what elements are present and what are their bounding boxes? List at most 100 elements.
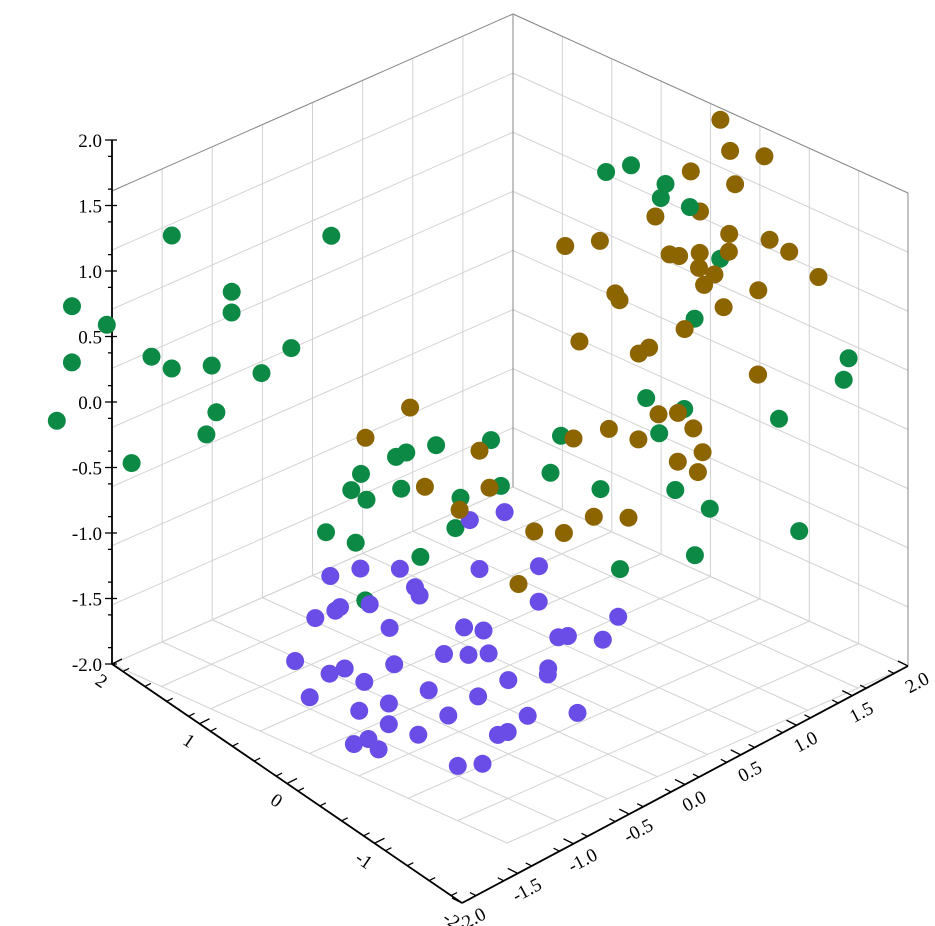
depth-minor-tick — [297, 787, 305, 792]
grid-line-right-wall — [512, 250, 909, 430]
data-point-purple — [331, 598, 349, 617]
z-tick-label: -1.5 — [72, 590, 102, 611]
data-point-green — [97, 315, 116, 334]
grid-line-left-wall — [111, 190, 514, 369]
width-tick — [451, 897, 463, 904]
data-point-purple — [359, 730, 378, 748]
data-point-purple — [360, 595, 379, 614]
data-point-purple — [495, 503, 514, 522]
data-point-green — [142, 347, 161, 366]
grid-layer — [111, 13, 909, 844]
data-point-green — [346, 533, 365, 552]
data-point-green — [317, 523, 335, 542]
width-minor-tick — [804, 714, 811, 719]
data-point-green — [446, 519, 465, 538]
data-point-purple — [409, 725, 428, 744]
data-point-gold — [649, 405, 668, 424]
width-minor-tick — [692, 773, 700, 778]
axis-layer — [105, 139, 909, 904]
depth-tick-label: -1 — [351, 848, 376, 874]
data-point-purple — [455, 618, 474, 637]
data-point-green — [342, 481, 361, 500]
data-point-purple — [419, 681, 438, 700]
data-point-purple — [498, 723, 517, 741]
data-point-purple — [558, 627, 577, 645]
data-point-green — [197, 425, 216, 444]
width-tick-label: -1.0 — [565, 845, 601, 878]
width-tick-label: -0.5 — [620, 815, 656, 848]
data-point-green — [62, 353, 81, 372]
data-point-purple — [469, 687, 488, 706]
width-tick — [618, 808, 630, 815]
depth-tick — [374, 837, 385, 844]
depth-minor-tick — [188, 712, 195, 717]
data-point-green — [322, 226, 341, 245]
data-point-purple — [385, 655, 404, 674]
data-point-green — [685, 546, 704, 565]
data-point-purple — [568, 703, 587, 722]
data-point-purple — [473, 754, 492, 773]
data-point-gold — [356, 428, 375, 447]
data-point-gold — [714, 298, 733, 317]
data-point-green — [252, 364, 271, 383]
grid-line-floor — [358, 598, 761, 777]
width-tick — [563, 838, 574, 845]
grid-line-floor — [309, 576, 711, 754]
width-minor-tick — [859, 684, 867, 689]
data-point-purple — [351, 559, 370, 578]
depth-minor-tick — [407, 862, 414, 867]
depth-tick-label: 1 — [179, 730, 199, 753]
data-point-purple — [335, 659, 354, 678]
data-point-green — [637, 389, 656, 408]
width-tick — [730, 749, 742, 756]
grid-line-right-wall — [512, 72, 909, 253]
data-point-gold — [668, 452, 687, 471]
data-point-purple — [379, 715, 398, 734]
frame-edge-top-right — [512, 13, 909, 194]
grid-line-floor — [161, 641, 558, 822]
data-point-green — [222, 282, 241, 301]
data-point-gold — [726, 175, 745, 194]
data-point-gold — [760, 230, 779, 249]
data-point-green — [656, 175, 675, 193]
width-tick — [841, 690, 853, 697]
data-point-gold — [570, 332, 589, 351]
depth-tick — [111, 658, 123, 665]
data-point-green — [282, 339, 301, 358]
grid-line-left-wall — [111, 72, 514, 251]
data-point-green — [387, 447, 405, 466]
grid-line-floor — [506, 665, 909, 844]
data-point-green — [162, 226, 181, 245]
data-point-green — [839, 349, 858, 368]
depth-minor-tick — [450, 891, 458, 897]
data-point-gold — [415, 477, 434, 496]
data-point-green — [666, 481, 685, 499]
data-point-green — [770, 409, 788, 428]
width-tick — [786, 719, 797, 726]
depth-minor-tick — [210, 727, 217, 732]
width-tick — [674, 778, 686, 786]
data-point-gold — [684, 419, 703, 438]
data-point-gold — [509, 575, 528, 593]
data-point-green — [700, 499, 719, 518]
data-point-purple — [530, 557, 548, 576]
data-point-gold — [599, 419, 618, 438]
data-point-gold — [629, 430, 648, 449]
data-point-gold — [693, 443, 712, 462]
data-point-green — [650, 424, 669, 443]
data-point-gold — [720, 224, 739, 243]
width-minor-tick — [636, 803, 644, 808]
data-point-green — [651, 189, 670, 207]
width-minor-tick — [748, 743, 755, 749]
z-tick-label: 1.0 — [78, 262, 102, 283]
data-point-green — [222, 303, 241, 322]
data-point-green — [392, 479, 411, 498]
depth-minor-tick — [144, 682, 152, 687]
data-point-purple — [499, 671, 518, 690]
data-point-gold — [675, 320, 694, 339]
width-tick-label: -1.5 — [509, 874, 545, 907]
data-point-green — [352, 464, 370, 483]
data-point-gold — [755, 147, 774, 166]
depth-tick — [199, 718, 210, 725]
